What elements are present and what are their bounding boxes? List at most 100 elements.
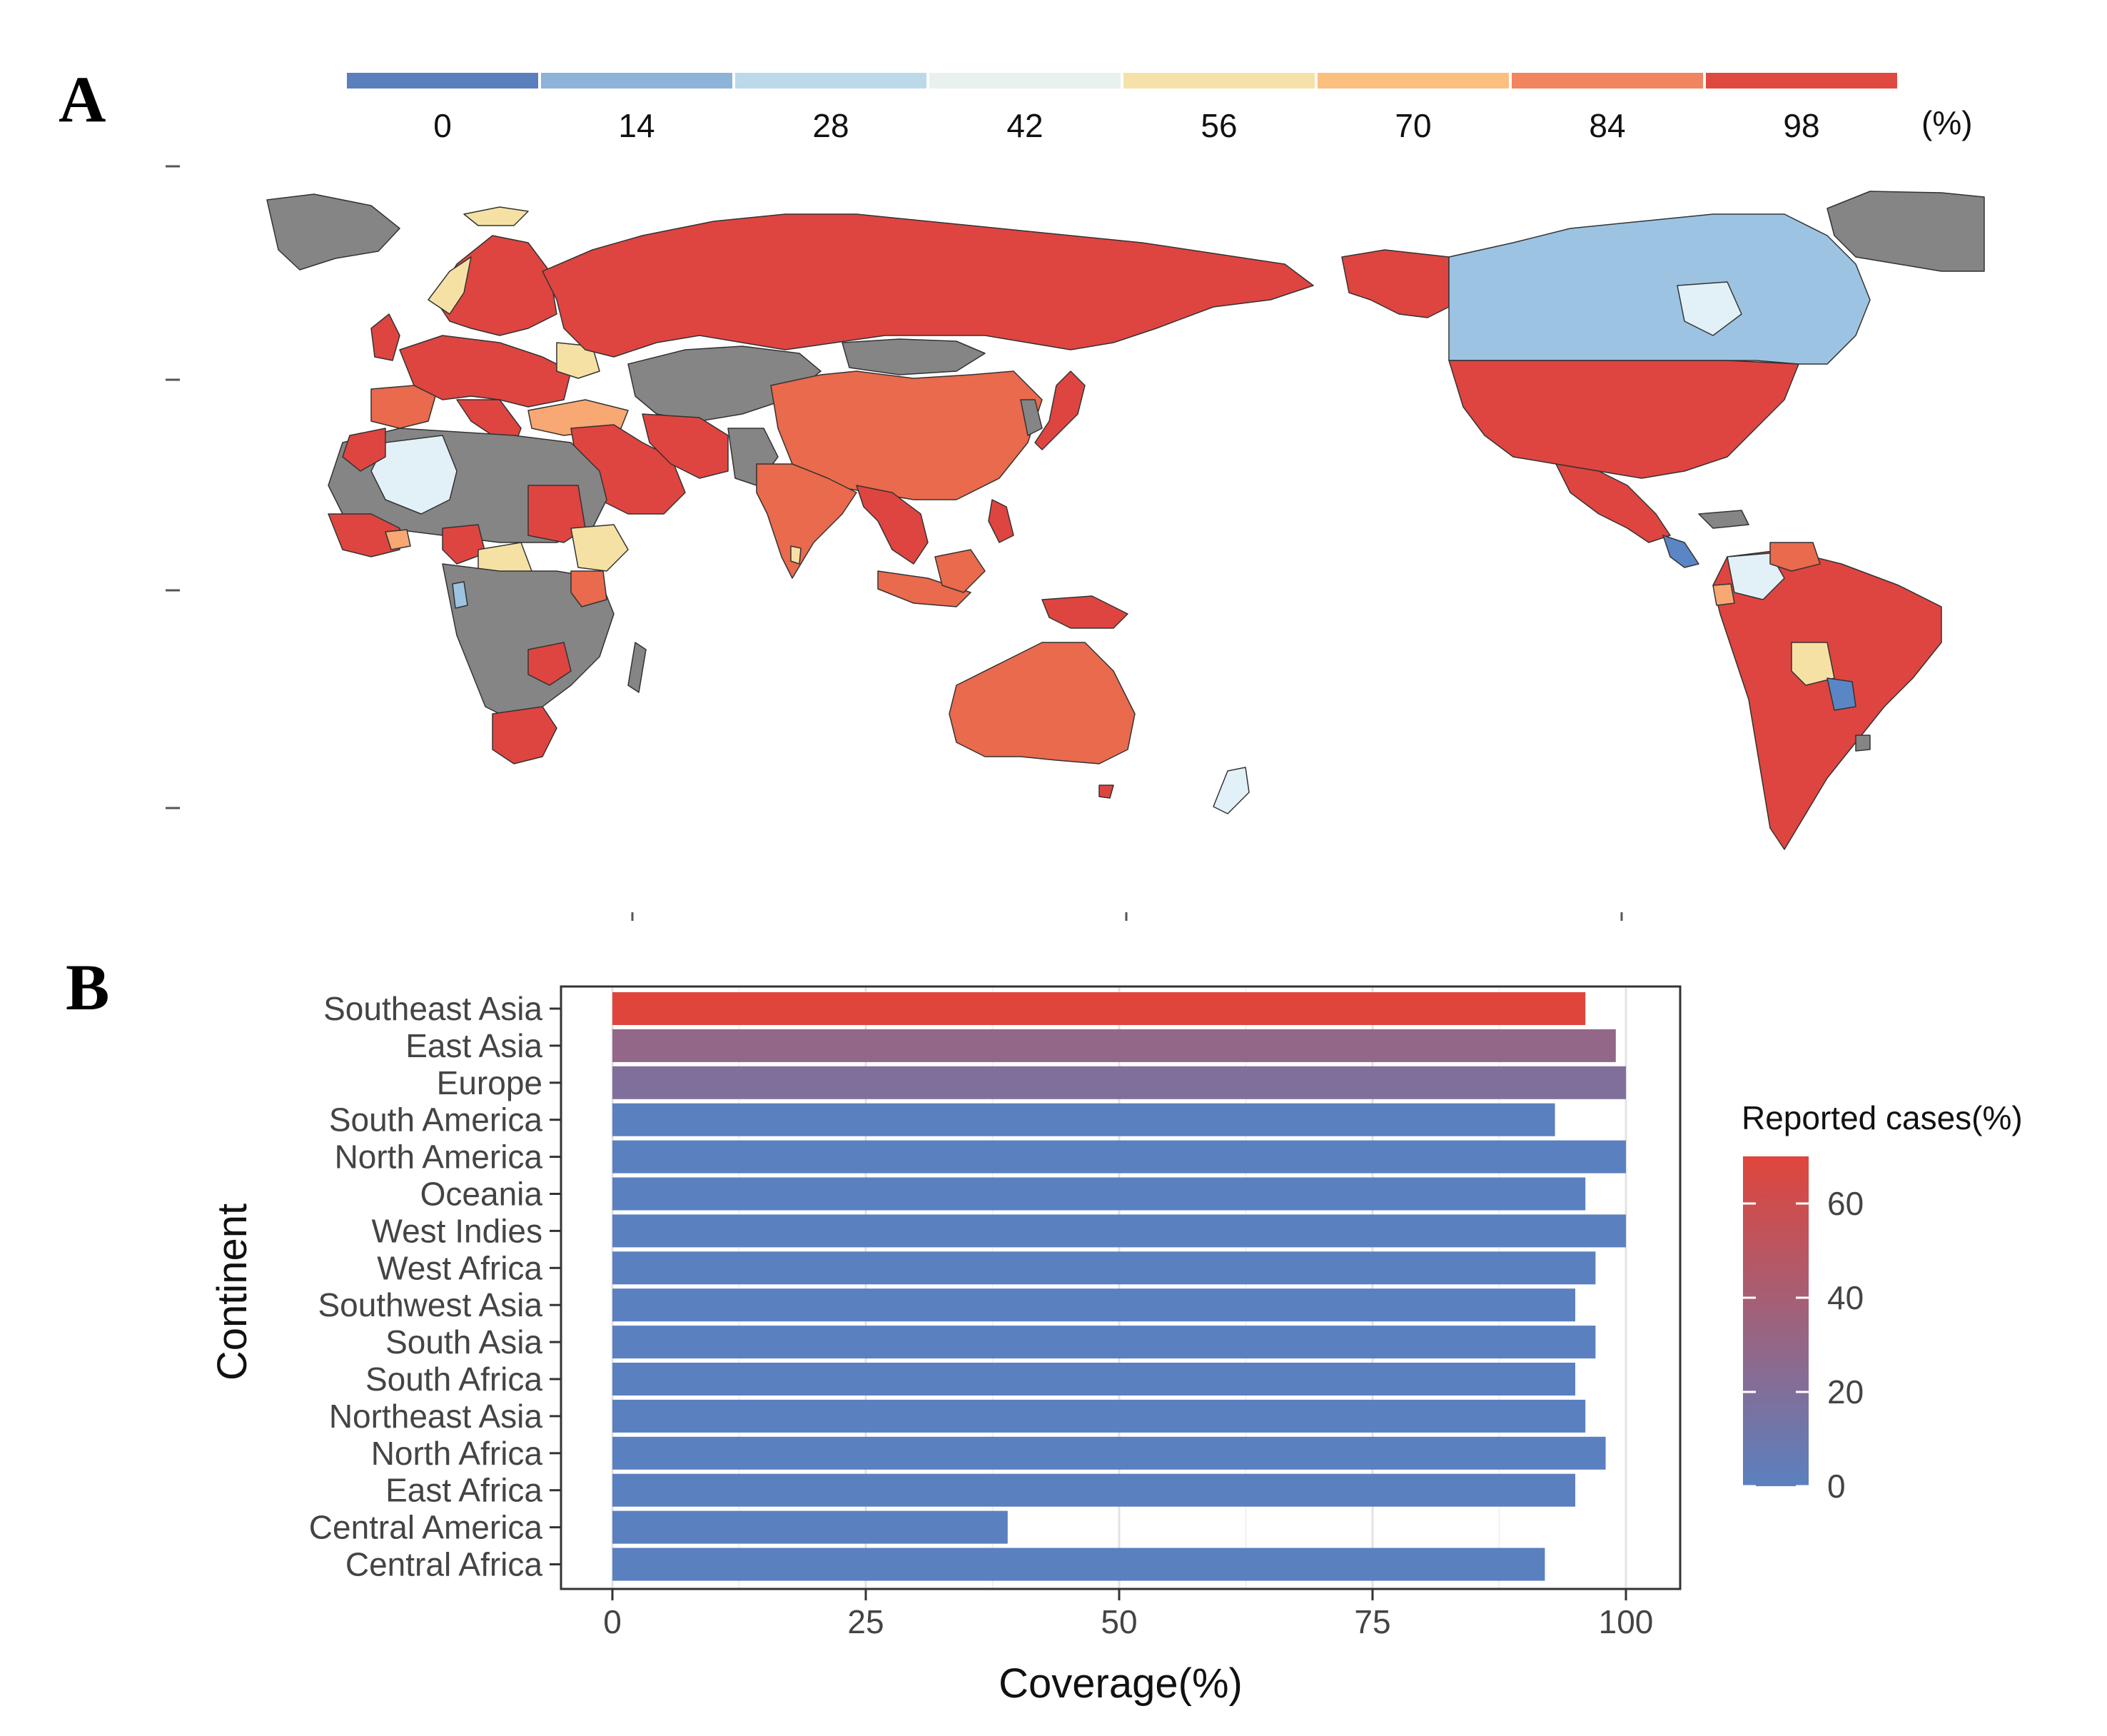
y-tick-label: Central Africa bbox=[345, 1546, 543, 1583]
map-axis-ticks bbox=[166, 165, 1623, 921]
bar-east-africa bbox=[612, 1473, 1575, 1507]
map-region-borneo bbox=[934, 549, 986, 593]
map-legend-label-3: 42 bbox=[1006, 107, 1043, 144]
y-tick-label: Northeast Asia bbox=[329, 1398, 543, 1435]
map-region-indonesia-west bbox=[877, 570, 971, 607]
y-tick-label: Southwest Asia bbox=[318, 1286, 542, 1323]
map-color-legend: 0 14 28 42 56 70 84 98 (%) bbox=[347, 73, 1973, 144]
bar-north-africa bbox=[612, 1436, 1606, 1470]
colorbar-ticks: 0 20 40 60 bbox=[1743, 1185, 1864, 1505]
map-legend-label-1: 14 bbox=[618, 107, 655, 144]
bar-central-africa bbox=[612, 1548, 1545, 1581]
map-legend-label-0: 0 bbox=[433, 107, 452, 144]
map-region-congo-small bbox=[452, 581, 468, 609]
map-region-russia bbox=[542, 213, 1314, 358]
map-region-greenland bbox=[1826, 191, 1985, 272]
map-region-west-africa bbox=[328, 513, 400, 557]
y-tick-label: South Asia bbox=[385, 1323, 542, 1361]
map-region-zambia-zimbabwe bbox=[527, 642, 572, 686]
map-region-norway-coast bbox=[428, 256, 472, 315]
map-region-madagascar bbox=[627, 642, 647, 693]
x-tick-label: 100 bbox=[1599, 1603, 1654, 1640]
map-region-paraguay bbox=[1826, 677, 1856, 711]
bar-west-africa bbox=[612, 1251, 1596, 1285]
world-map: 0 14 28 42 56 70 84 98 (%) bbox=[166, 73, 1985, 921]
y-tick-label: West Africa bbox=[377, 1249, 542, 1286]
x-axis-title: Coverage(%) bbox=[999, 1660, 1243, 1707]
x-tick-label: 0 bbox=[603, 1603, 622, 1640]
map-region-sri-lanka bbox=[790, 545, 802, 565]
bar-south-america bbox=[612, 1103, 1555, 1136]
map-legend-swatch-0 bbox=[347, 73, 538, 89]
bar-europe bbox=[612, 1066, 1626, 1099]
y-axis-title: Continent bbox=[209, 1203, 256, 1381]
map-region-usa bbox=[1448, 360, 1799, 479]
map-legend-label-4: 56 bbox=[1201, 107, 1237, 144]
map-region-central-africa bbox=[442, 563, 615, 722]
y-tick-label: Southeast Asia bbox=[323, 990, 542, 1027]
map-region-bolivia bbox=[1791, 642, 1835, 686]
y-tick-label: East Asia bbox=[405, 1027, 542, 1064]
map-legend-swatch-1 bbox=[541, 73, 732, 89]
y-tick-label: Oceania bbox=[420, 1176, 543, 1213]
map-legend-swatch-2 bbox=[735, 73, 926, 89]
map-region-colombia bbox=[1727, 552, 1785, 600]
map-region-korea bbox=[1020, 399, 1043, 436]
map-region-tasmania bbox=[1098, 784, 1114, 799]
x-axis: 0 25 50 75 100 bbox=[603, 1589, 1653, 1640]
map-region-philippines bbox=[988, 499, 1014, 543]
colorbar-tick-label: 60 bbox=[1827, 1185, 1864, 1222]
plot-border bbox=[560, 985, 1682, 1590]
map-region-western-europe bbox=[399, 335, 572, 408]
map-region-uruguay bbox=[1855, 735, 1871, 752]
bars bbox=[612, 992, 1626, 1581]
map-legend-label-2: 28 bbox=[812, 107, 849, 144]
map-region-south-america bbox=[1712, 549, 1942, 850]
bar-oceania bbox=[612, 1177, 1586, 1211]
map-region-central-america bbox=[1662, 535, 1699, 568]
map-region-morocco bbox=[342, 428, 386, 472]
map-region-southern-africa bbox=[492, 706, 557, 764]
colorbar-title: Reported cases(%) bbox=[1742, 1099, 2023, 1136]
y-tick-label: North Africa bbox=[371, 1435, 543, 1472]
bar-southeast-asia bbox=[612, 992, 1586, 1025]
y-tick-label: Europe bbox=[437, 1064, 542, 1101]
map-legend-label-5: 70 bbox=[1395, 107, 1431, 144]
map-region-caribbean bbox=[1698, 510, 1749, 529]
map-region-india bbox=[756, 463, 857, 579]
map-legend-label-7: 98 bbox=[1783, 107, 1819, 144]
bar-central-america bbox=[612, 1510, 1008, 1544]
map-legend-swatch-7 bbox=[1706, 73, 1897, 89]
x-tick-label: 50 bbox=[1101, 1603, 1137, 1640]
x-tick-label: 75 bbox=[1354, 1603, 1390, 1640]
bar-south-asia bbox=[612, 1326, 1596, 1359]
map-region-mexico bbox=[1555, 463, 1671, 543]
y-tick-label: East Africa bbox=[385, 1472, 542, 1509]
map-region-mainland-se-asia bbox=[856, 485, 929, 565]
panel-a-label: A bbox=[59, 63, 106, 136]
map-region-new-zealand bbox=[1213, 767, 1250, 814]
map-region-kenya bbox=[570, 570, 607, 607]
map-region-iberia bbox=[370, 385, 436, 429]
map-legend-swatch-5 bbox=[1318, 73, 1509, 89]
map-legend-swatch-4 bbox=[1123, 73, 1315, 89]
map-legend-label-6: 84 bbox=[1589, 107, 1625, 144]
map-region-ethiopia bbox=[570, 524, 629, 572]
colorbar-tick-label: 20 bbox=[1827, 1373, 1864, 1410]
map-region-svalbard bbox=[463, 206, 529, 226]
colorbar-tick-label: 40 bbox=[1827, 1279, 1864, 1316]
y-tick-label: West Indies bbox=[372, 1212, 542, 1249]
panel-b-label: B bbox=[66, 951, 110, 1024]
map-region-ecuador bbox=[1712, 583, 1735, 606]
map-region-ghana bbox=[385, 529, 411, 550]
map-region-new-guinea bbox=[1041, 595, 1128, 629]
map-region-iran bbox=[642, 413, 729, 479]
y-tick-label: South Africa bbox=[365, 1361, 542, 1398]
map-region-hudson-bay bbox=[1677, 281, 1742, 336]
y-tick-label: South America bbox=[329, 1101, 543, 1139]
bar-west-indies bbox=[612, 1214, 1626, 1248]
map-region-venezuela bbox=[1769, 542, 1821, 572]
bar-north-america bbox=[612, 1140, 1626, 1174]
